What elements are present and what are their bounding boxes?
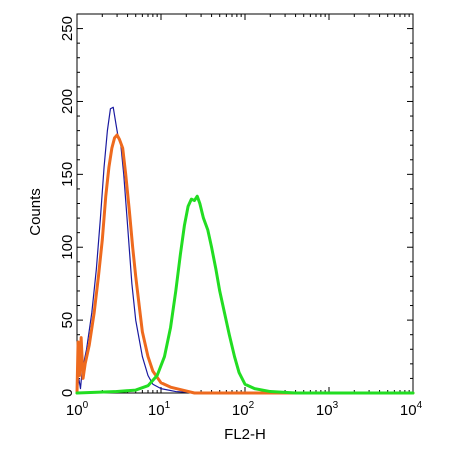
- y-tick-label: 150: [59, 162, 76, 187]
- x-tick-label: 100: [66, 400, 89, 419]
- x-tick-label: 103: [316, 400, 339, 419]
- series-line-1: [76, 106, 414, 394]
- y-tick-label: 200: [59, 89, 76, 114]
- x-tick-labels: 100 101 102 103 104: [66, 400, 423, 419]
- y-axis-title: Counts: [27, 188, 44, 236]
- x-tick-label: 101: [148, 400, 171, 419]
- y-tick-label: 0: [59, 389, 76, 397]
- series-layer: [75, 106, 415, 395]
- y-tick-label: 100: [59, 235, 76, 260]
- series-line-2: [75, 133, 415, 395]
- x-tick-label: 102: [232, 400, 255, 419]
- y-tick-labels: 0 50 100 150 200 250: [59, 16, 76, 397]
- series-line-3: [75, 194, 415, 395]
- y-tick-label: 250: [59, 16, 76, 41]
- x-tick-label: 104: [400, 400, 423, 419]
- x-axis-title: FL2-H: [224, 426, 266, 443]
- y-tick-label: 50: [59, 312, 76, 329]
